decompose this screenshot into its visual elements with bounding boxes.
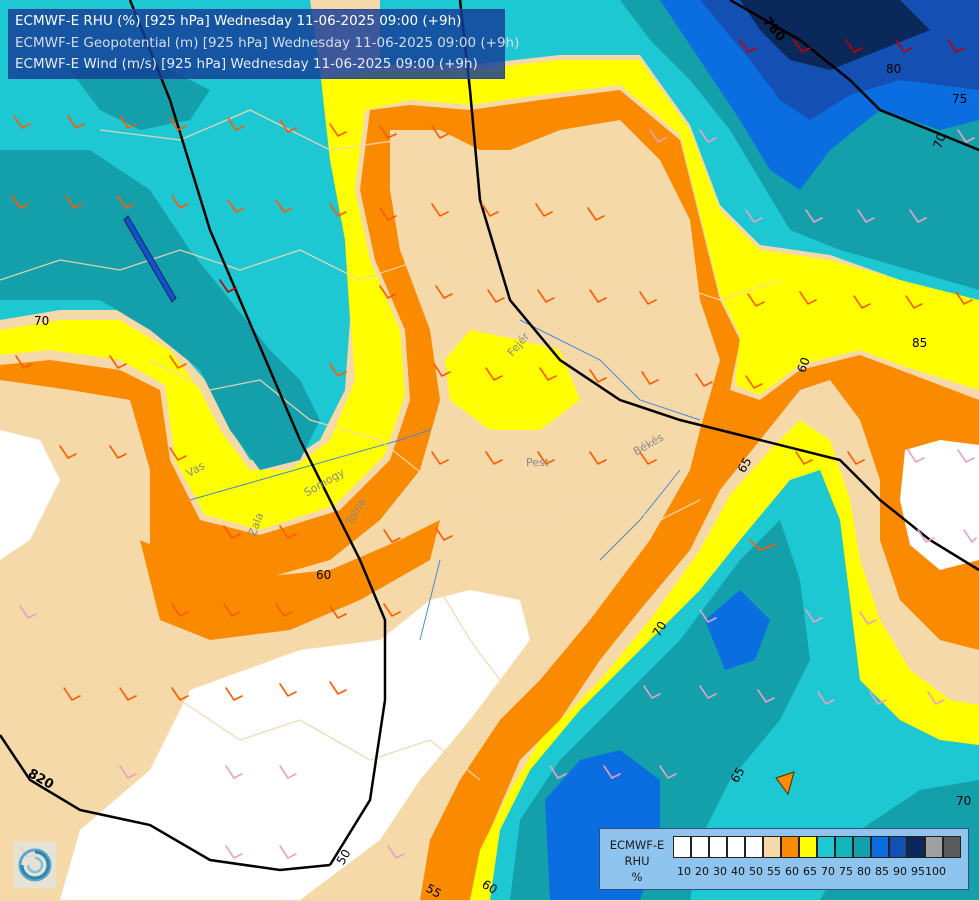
contour-label: 60 (316, 568, 332, 582)
rhu-band-90-ne (740, 0, 930, 70)
rivers (189, 319, 701, 641)
geopotential-contours (0, 0, 979, 872)
legend-swatch (781, 836, 799, 858)
rhu-band-80-core (705, 590, 770, 670)
legend-swatch (943, 836, 961, 858)
contour-label: 70 (956, 794, 972, 808)
legend-swatches (673, 836, 961, 858)
rhu-band-65-north (0, 60, 979, 530)
legend-title-unit: % (631, 870, 643, 884)
rhu-band-50-white (60, 590, 530, 900)
legend-tick-label: 40 (731, 865, 745, 878)
legend-tick-label: 60 (785, 865, 799, 878)
contour-label: 85 (912, 336, 928, 350)
legend-tick-label: 10 (677, 865, 691, 878)
wind-title: ECMWF-E Wind (m/s) [925 hPa] Wednesday 1… (15, 56, 478, 72)
borders (0, 109, 781, 781)
legend-swatch (817, 836, 835, 858)
legend-swatch (835, 836, 853, 858)
legend-tick-label: 85 (875, 865, 889, 878)
legend-tick-label: 20 (695, 865, 709, 878)
legend-tick-label: 80 (857, 865, 871, 878)
geopotential-title: ECMWF-E Geopotential (m) [925 hPa] Wedne… (15, 35, 520, 51)
color-legend: ECMWF-E RHU % 10 20 30 40 50 55 60 65 70 75 80 85 90… (599, 828, 969, 890)
legend-ticks: 10 20 30 40 50 55 60 65 70 75 80 85 90 95 100 (673, 865, 946, 878)
legend-swatch (871, 836, 889, 858)
contour-label: 70 (34, 314, 50, 328)
legend-tick-label: 75 (839, 865, 853, 878)
legend-swatch (727, 836, 745, 858)
contour-label: 80 (886, 62, 902, 76)
rhu-title: ECMWF-E RHU (%) [925 hPa] Wednesday 11-0… (15, 13, 462, 29)
legend-tick-label: 30 (713, 865, 727, 878)
title-box: ECMWF-E RHU (%) [925 hPa] Wednesday 11-0… (8, 9, 519, 79)
legend-title-variable: RHU (624, 854, 650, 868)
legend-tick-label: 70 (821, 865, 835, 878)
legend-tick-label: 50 (749, 865, 763, 878)
legend-tick-label: 55 (767, 865, 781, 878)
rhu-band-65-core (445, 330, 580, 430)
wind-barbs (11, 39, 977, 860)
legend-swatch (745, 836, 763, 858)
legend-tick-label: 65 (803, 865, 817, 878)
legend-swatch (763, 836, 781, 858)
rhu-band-50-white-west (0, 430, 60, 560)
rhu-band-60 (0, 90, 979, 900)
legend-tick-label: 95 (911, 865, 925, 878)
legend-swatch (691, 836, 709, 858)
rhu-band-60-south (140, 520, 440, 640)
contour-label: 75 (952, 92, 968, 106)
wind-arrow (123, 215, 177, 303)
legend-swatch (853, 836, 871, 858)
legend-swatch (925, 836, 943, 858)
local-maximum-marker (775, 771, 795, 796)
legend-swatch (673, 836, 691, 858)
ecmwf-logo-icon (14, 842, 56, 888)
rhu-band-75-west (0, 150, 320, 470)
legend-swatch (709, 836, 727, 858)
legend-tick-label: 90 (893, 865, 907, 878)
legend-title-model: ECMWF-E (609, 838, 665, 852)
legend-tick-label: 100 (925, 865, 946, 878)
legend-swatch (799, 836, 817, 858)
rhu-band-50-east (900, 440, 979, 570)
legend-swatch (889, 836, 907, 858)
region-label: Pest (526, 456, 550, 469)
legend-swatch (907, 836, 925, 858)
